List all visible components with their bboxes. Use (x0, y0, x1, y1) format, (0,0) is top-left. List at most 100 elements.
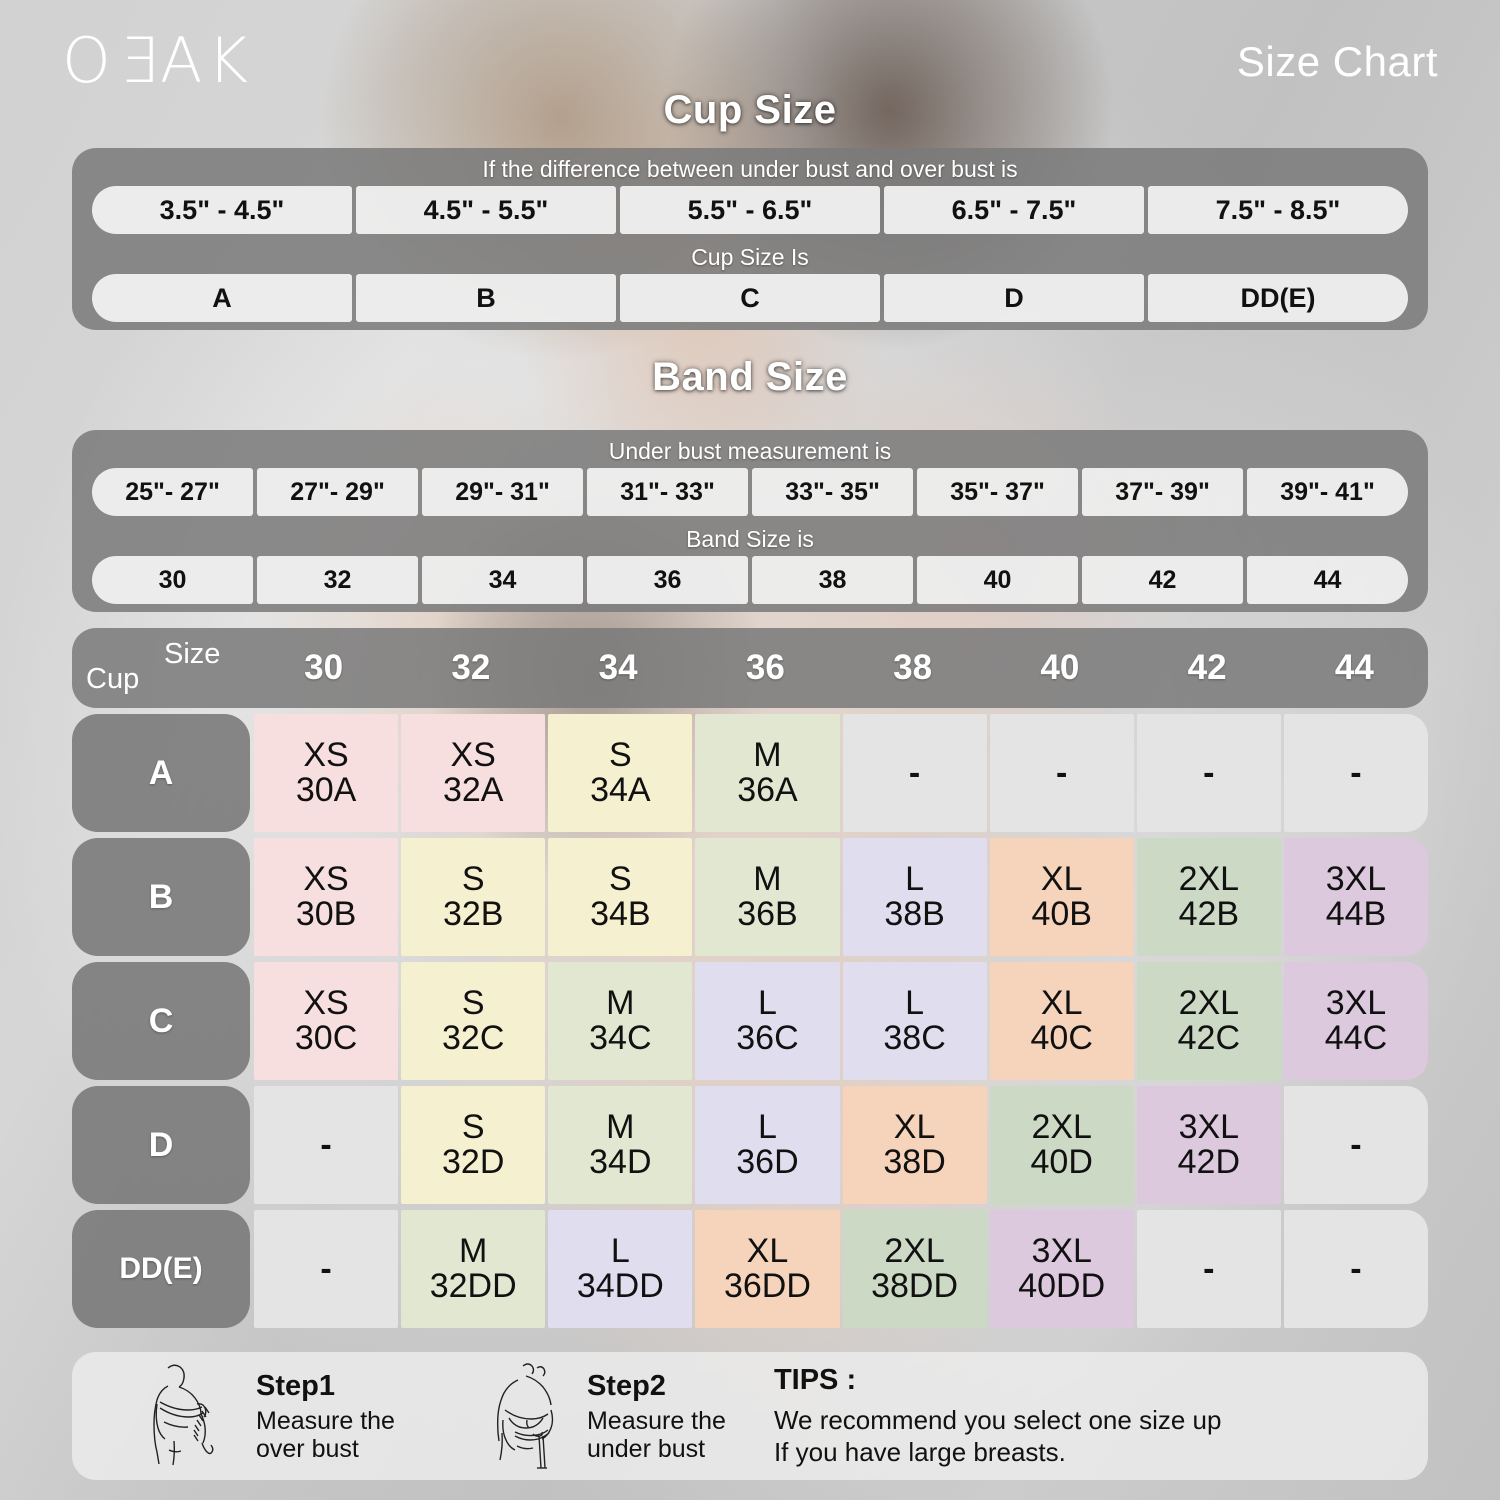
matrix-column-header-44: 44 (1334, 648, 1374, 687)
step1-line2: over bust (256, 1434, 359, 1463)
cell-size-label: XS (303, 984, 349, 1023)
matrix-column-header-42: 42 (1187, 648, 1227, 687)
cell-band-label: 32B (442, 895, 504, 933)
band-range-cell-4: 33"- 35" (752, 468, 913, 516)
cell-size-label: M (459, 1232, 488, 1271)
cup-size-caption-top: If the difference between under bust and… (482, 156, 1018, 182)
empty-dash: - (320, 1250, 332, 1288)
matrix-cell-D-36: L 36D (695, 1086, 840, 1204)
matrix-row-cells: XS 30A XS 32A S 34A M 36A - - - - (254, 714, 1428, 832)
cell-band-label: 38B (884, 895, 945, 933)
matrix-row-C: C XS 30C S 32C M 34C L 36C L 38C XL 40C 2XL 42C 3XL 44C (72, 962, 1428, 1080)
cell-size-label: XL (893, 1108, 936, 1147)
matrix-row-label-A: A (72, 714, 250, 832)
brand-logo: OEAK (62, 24, 254, 97)
cell-band-label: 42D (1177, 1143, 1240, 1181)
cell-band-label: 36C (736, 1019, 799, 1057)
cell-size-label: XL (1040, 860, 1083, 899)
cell-band-label: 38DD (871, 1267, 959, 1305)
band-value-cell-7: 44 (1247, 556, 1408, 604)
cell-band-label: 32C (442, 1019, 505, 1057)
cell-band-label: 42B (1178, 895, 1240, 933)
step1-text: Step1 Measure the over bust (256, 1370, 395, 1463)
matrix-cell-B-34: S 34B (548, 838, 693, 956)
cell-size-label: XL (746, 1232, 789, 1271)
woman-measuring-over-bust-icon (138, 1360, 242, 1472)
step1-block: Step1 Measure the over bust (138, 1360, 395, 1472)
cell-band-label: 34D (589, 1143, 652, 1181)
band-range-cell-5: 35"- 37" (917, 468, 1078, 516)
matrix-cell-B-30: XS 30B (254, 838, 399, 956)
cell-size-label: 3XL (1178, 1108, 1240, 1147)
matrix-cell-A-44: - (1283, 714, 1428, 832)
matrix-cell-C-40: XL 40C (989, 962, 1134, 1080)
cell-size-label: S (461, 984, 485, 1023)
empty-dash: - (1350, 1126, 1362, 1164)
tips-title: TIPS : (773, 1363, 857, 1396)
cell-size-label: 3XL (1031, 1232, 1092, 1271)
cell-band-label: 30A (295, 771, 357, 809)
band-range-cell-7: 39"- 41" (1247, 468, 1408, 516)
matrix-row-cells: - S 32D M 34D L 36D XL 38D 2XL 40D 3XL 42D - (254, 1086, 1428, 1204)
matrix-column-header-32: 32 (451, 648, 491, 687)
band-size-panel: Under bust measurement is 25"- 27" 27"- 2… (72, 430, 1428, 612)
band-value-row: 30 32 34 36 38 40 42 44 (92, 556, 1408, 604)
cell-size-label: M (606, 984, 635, 1023)
matrix-cell-B-32: S 32B (401, 838, 546, 956)
tips-line-1: We recommend you select one size up (773, 1404, 1222, 1435)
matrix-column-header-40: 40 (1040, 648, 1080, 687)
band-size-caption-mid: Band Size is (686, 526, 814, 552)
empty-dash: - (1203, 754, 1215, 792)
step2-text: Step2 Measure the under bust (587, 1370, 726, 1463)
empty-dash: - (320, 1126, 332, 1164)
cell-band-label: 36B (737, 895, 798, 933)
band-size-caption-top: Under bust measurement is (608, 438, 892, 464)
step2-title: Step2 (586, 1369, 666, 1402)
matrix-cell-A-36: M 36A (695, 714, 840, 832)
empty-dash: - (908, 754, 921, 792)
cell-size-label: L (757, 1108, 777, 1147)
step1-line1: Measure the (256, 1406, 395, 1435)
band-value-cell-5: 40 (917, 556, 1078, 604)
matrix-row-D: D - S 32D M 34D L 36D XL 38D 2XL 40D 3XL 42D - (72, 1086, 1428, 1204)
cell-size-label: L (905, 984, 925, 1023)
empty-dash: - (1350, 1250, 1362, 1288)
band-range-cell-1: 27"- 29" (257, 468, 418, 516)
matrix-cell-A-42: - (1136, 714, 1281, 832)
empty-dash: - (1350, 754, 1362, 792)
matrix-cell-D-34: M 34D (548, 1086, 693, 1204)
matrix-row-DD(E): DD(E) - M 32DD L 34DD XL 36DD 2XL 38DD 3XL 40DD - - (72, 1210, 1428, 1328)
matrix-cell-C-32: S 32C (401, 962, 546, 1080)
cell-band-label: 32A (442, 771, 504, 809)
cup-range-cell-1: 4.5" - 5.5" (356, 186, 616, 234)
cell-band-label: 44B (1325, 895, 1387, 933)
band-range-cell-6: 37"- 39" (1082, 468, 1243, 516)
matrix-cell-DD(E)-44: - (1283, 1210, 1428, 1328)
band-range-cell-2: 29"- 31" (422, 468, 583, 516)
cell-band-label: 40DD (1018, 1267, 1106, 1305)
matrix-row-A: A XS 30A XS 32A S 34A M 36A - - - - (72, 714, 1428, 832)
page-title: Size Chart (1236, 38, 1438, 85)
cup-range-cell-3: 6.5" - 7.5" (884, 186, 1144, 234)
band-value-cell-4: 38 (752, 556, 913, 604)
matrix-column-header-30: 30 (304, 648, 344, 687)
tips-block: TIPS : We recommend you select one size … (774, 1364, 1222, 1468)
band-value-cell-0: 30 (92, 556, 253, 604)
band-value-cell-3: 36 (587, 556, 748, 604)
matrix-row-label-C: C (72, 962, 250, 1080)
cell-size-label: S (608, 736, 632, 775)
cup-range-row: 3.5" - 4.5" 4.5" - 5.5" 5.5" - 6.5" 6.5" - … (92, 186, 1408, 234)
cell-size-label: 2XL (884, 1232, 945, 1271)
matrix-column-header-34: 34 (598, 648, 638, 687)
cell-band-label: 34C (589, 1019, 652, 1057)
matrix-row-label-D: D (72, 1086, 250, 1204)
cell-band-label: 34A (590, 771, 651, 809)
cell-band-label: 38D (883, 1143, 946, 1181)
matrix-cell-DD(E)-42: - (1136, 1210, 1281, 1328)
cell-size-label: XS (303, 860, 349, 899)
cup-value-cell-0: A (92, 274, 352, 322)
matrix-cell-C-42: 2XL 42C (1136, 962, 1281, 1080)
cell-band-label: 38C (883, 1019, 946, 1057)
cell-size-label: 3XL (1325, 984, 1387, 1023)
band-value-cell-2: 34 (422, 556, 583, 604)
